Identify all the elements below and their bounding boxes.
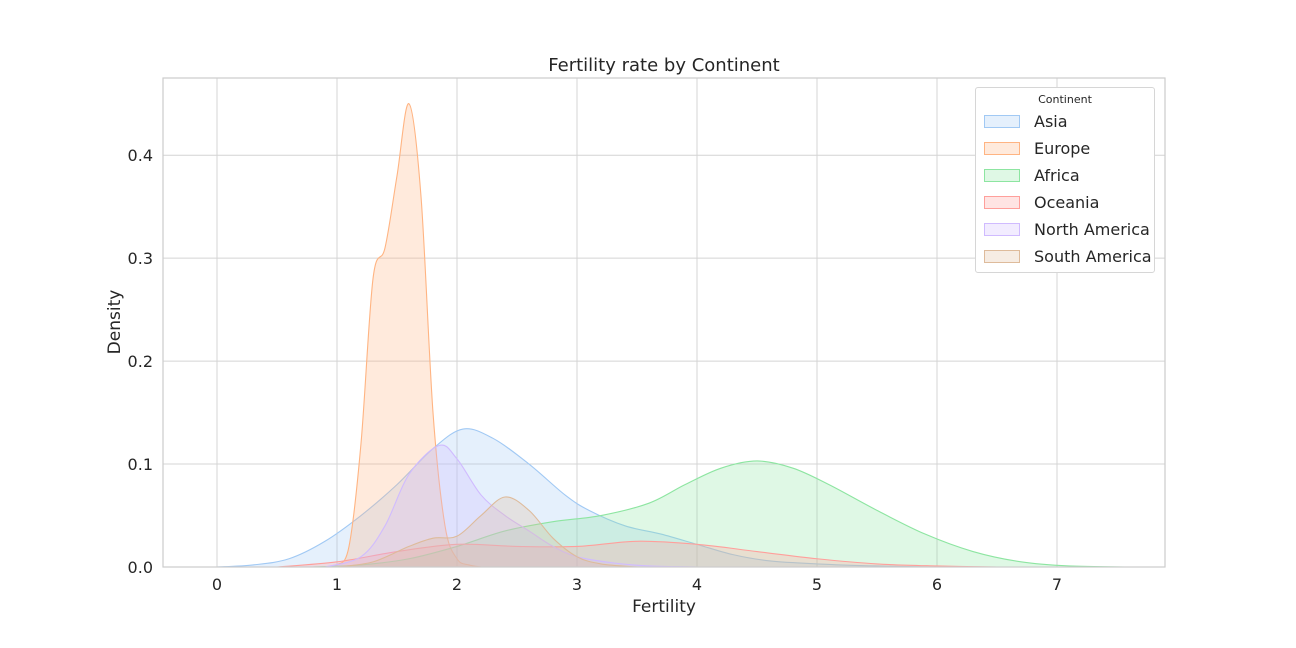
oceania-density-area [277,541,997,567]
africa-density-line [312,460,1130,568]
x-axis-label: Fertility [632,597,696,617]
legend-label: Europe [1034,138,1091,158]
y-tick-label: 0.0 [128,558,153,577]
tick-labels: 0 1 2 3 4 5 6 7 0.0 0.1 0.2 0.3 0.4 [128,146,1063,594]
south-america-density-line [336,496,638,568]
legend-item-south-america: South America [984,245,1152,267]
legend-title: Continent [1038,93,1092,106]
legend-item-asia: Asia [984,110,1068,132]
asia-density-area [217,428,937,567]
y-tick-label: 0.1 [128,455,153,474]
chart-title: Fertility rate by Continent [548,55,779,76]
asia-density-line [216,428,938,568]
legend-label: Oceania [1034,192,1100,212]
north-america-density-area [325,445,697,567]
legend-item-europe: Europe [984,137,1090,159]
x-tick-label: 5 [812,575,822,594]
legend-swatch [984,195,1020,209]
x-tick-label: 2 [452,575,462,594]
europe-density-area [325,103,481,568]
x-tick-label: 1 [332,575,342,594]
y-axis-label: Density [105,290,125,355]
legend: Continent Asia Europe Africa Oceania North A… [975,87,1155,273]
legend-item-north-america: North America [984,218,1150,240]
density-areas [216,103,1130,568]
plot-frame [162,77,1166,568]
legend-swatch [984,249,1020,263]
legend-swatch [984,168,1020,182]
africa-density-area [313,460,1129,567]
x-tick-label: 6 [932,575,942,594]
europe-density-line [324,103,482,568]
legend-label: North America [1034,219,1150,239]
legend-item-oceania: Oceania [984,191,1099,213]
y-tick-label: 0.4 [128,146,153,165]
y-tick-label: 0.3 [128,249,153,268]
south-america-density-area [337,496,637,567]
legend-label: South America [1034,246,1152,266]
legend-item-africa: Africa [984,164,1080,186]
legend-label: Africa [1034,165,1080,185]
x-tick-label: 4 [692,575,702,594]
y-tick-label: 0.2 [128,352,153,371]
x-tick-label: 3 [572,575,582,594]
x-tick-label: 7 [1052,575,1062,594]
north-america-density-line [324,444,698,568]
legend-label: Asia [1034,111,1068,131]
legend-swatch [984,114,1020,128]
x-tick-label: 0 [212,575,222,594]
legend-swatch [984,222,1020,236]
legend-swatch [984,141,1020,155]
